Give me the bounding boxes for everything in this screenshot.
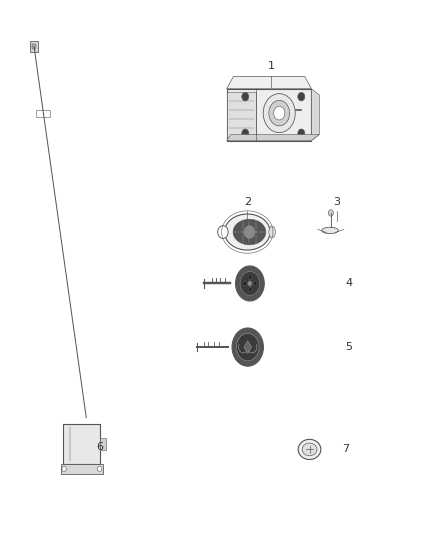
Bar: [30, 41, 39, 52]
Bar: [32, 44, 36, 49]
Text: 7: 7: [342, 445, 349, 455]
Bar: [36, 110, 50, 117]
Polygon shape: [226, 134, 319, 141]
Circle shape: [253, 281, 257, 286]
Circle shape: [298, 92, 305, 101]
Circle shape: [236, 266, 264, 301]
Ellipse shape: [302, 443, 317, 456]
Circle shape: [298, 129, 305, 138]
Circle shape: [328, 210, 333, 216]
Ellipse shape: [322, 227, 338, 233]
FancyBboxPatch shape: [64, 424, 100, 464]
Ellipse shape: [224, 214, 270, 250]
Text: 6: 6: [97, 442, 104, 452]
Circle shape: [244, 225, 254, 238]
Polygon shape: [311, 88, 319, 141]
Circle shape: [62, 466, 66, 471]
Ellipse shape: [269, 226, 276, 238]
Circle shape: [242, 129, 249, 138]
Text: 2: 2: [244, 197, 251, 207]
Ellipse shape: [298, 439, 321, 459]
Circle shape: [248, 288, 252, 292]
Circle shape: [232, 328, 263, 366]
Text: 4: 4: [345, 278, 352, 288]
Circle shape: [274, 106, 285, 120]
Polygon shape: [226, 92, 256, 138]
Text: 5: 5: [345, 342, 352, 352]
Circle shape: [269, 100, 290, 126]
Circle shape: [240, 272, 260, 295]
Circle shape: [263, 94, 295, 133]
Circle shape: [248, 281, 252, 286]
Polygon shape: [226, 88, 311, 141]
Polygon shape: [244, 341, 252, 353]
Circle shape: [242, 92, 249, 101]
Ellipse shape: [233, 219, 266, 245]
FancyBboxPatch shape: [60, 464, 103, 473]
Circle shape: [237, 333, 259, 361]
Text: 1: 1: [268, 61, 275, 71]
Polygon shape: [226, 77, 311, 88]
Text: 3: 3: [333, 197, 340, 207]
Circle shape: [248, 275, 252, 279]
Circle shape: [218, 225, 228, 238]
Bar: [100, 438, 106, 450]
Circle shape: [98, 466, 102, 471]
Circle shape: [243, 281, 247, 286]
